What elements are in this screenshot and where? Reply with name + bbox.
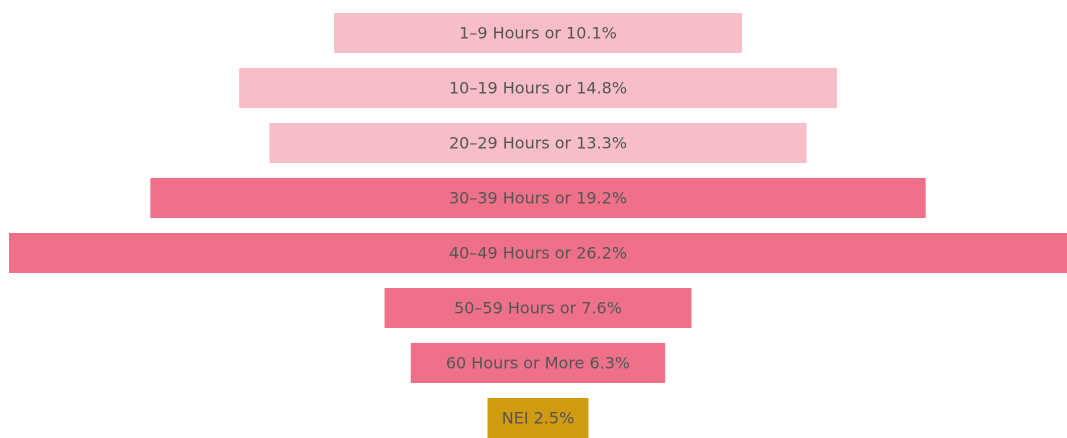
bar-label: 30–39 Hours or 19.2%: [449, 189, 627, 208]
bar-label: 50–59 Hours or 7.6%: [454, 299, 622, 318]
bar: [410, 343, 666, 383]
bar-label: 10–19 Hours or 14.8%: [449, 79, 627, 98]
bar: [487, 398, 589, 438]
bar: [150, 178, 926, 218]
bar: [384, 288, 692, 328]
bar: [334, 13, 742, 53]
bar-label: NEI 2.5%: [502, 409, 575, 428]
bar: [239, 68, 837, 108]
bar-label: 60 Hours or More 6.3%: [446, 354, 630, 373]
bar: [9, 233, 1067, 273]
bar-label: 40–49 Hours or 26.2%: [449, 244, 627, 263]
bar-label: 1–9 Hours or 10.1%: [459, 24, 617, 43]
bar-label: 20–29 Hours or 13.3%: [449, 134, 627, 153]
bar: [269, 123, 807, 163]
